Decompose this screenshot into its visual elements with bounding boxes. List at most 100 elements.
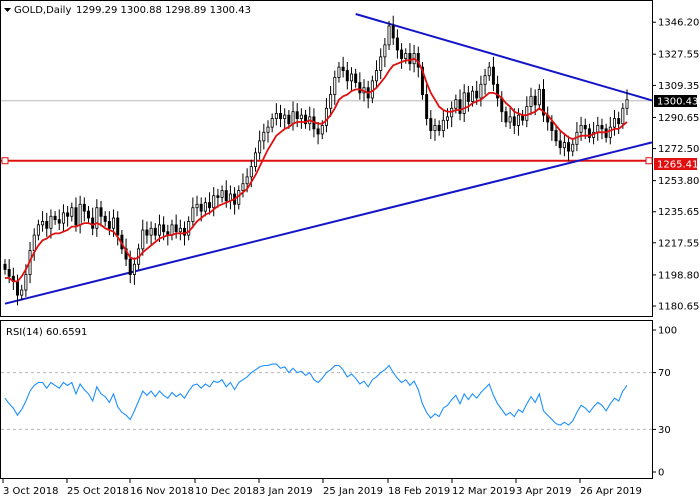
candle-body-bear xyxy=(208,202,212,209)
descending-trendline[interactable] xyxy=(355,13,653,102)
date-axis-label: 18 Feb 2019 xyxy=(388,486,450,497)
candle-body-bear xyxy=(174,224,178,233)
support-price-tag xyxy=(654,158,697,170)
candle xyxy=(157,214,161,242)
candle-body-bull xyxy=(529,95,533,107)
current-price-tag xyxy=(654,95,697,107)
candle xyxy=(395,29,399,59)
candle-body-bull xyxy=(178,227,182,233)
support-line-handle[interactable] xyxy=(645,157,653,165)
candle xyxy=(145,221,149,244)
candle xyxy=(333,70,337,105)
candle-body-bull xyxy=(241,183,245,191)
candle-body-bull xyxy=(333,77,337,95)
candle xyxy=(220,185,224,203)
date-axis-label: 12 Mar 2019 xyxy=(452,486,515,497)
candle xyxy=(400,43,404,69)
candle xyxy=(103,211,107,227)
candle xyxy=(345,62,349,90)
candle xyxy=(571,139,575,157)
candle-body-bull xyxy=(20,289,24,296)
candle-body-bear xyxy=(475,90,479,99)
candle xyxy=(529,87,533,116)
candle-body-bull xyxy=(258,140,262,154)
candle-body-bull xyxy=(36,224,40,236)
candle-body-bear xyxy=(429,118,433,131)
candle-body-bear xyxy=(345,70,349,82)
candle xyxy=(324,98,328,133)
candle xyxy=(358,72,362,100)
candle-body-bear xyxy=(107,221,111,229)
candle-body-bear xyxy=(567,142,571,152)
candle-body-bear xyxy=(16,281,20,296)
date-axis-label: 3 Oct 2018 xyxy=(3,486,58,497)
date-axis-label: 16 Nov 2018 xyxy=(130,486,194,497)
candle xyxy=(99,200,103,227)
candle-body-bear xyxy=(103,215,107,222)
candle-body-bear xyxy=(162,224,166,233)
symbol-label: GOLD,Daily xyxy=(14,5,71,16)
candle xyxy=(149,221,153,246)
candle xyxy=(408,43,412,71)
candle-body-bear xyxy=(82,203,86,212)
candle-body-bear xyxy=(145,229,149,236)
candle xyxy=(57,209,61,230)
candle xyxy=(187,216,191,241)
candle-body-bull xyxy=(471,90,475,102)
candle-body-bull xyxy=(562,142,566,149)
rsi-axis-label: 0 xyxy=(658,468,664,479)
candle xyxy=(82,197,86,222)
candle xyxy=(391,15,395,45)
candle xyxy=(61,204,65,232)
candle xyxy=(203,197,207,217)
date-axis-label: 3 Jan 2019 xyxy=(259,486,313,497)
candle-body-bear xyxy=(316,128,320,135)
date-axis-label: 10 Dec 2018 xyxy=(195,486,259,497)
candle xyxy=(178,219,182,241)
current-price-label: 1300.43 xyxy=(657,97,698,108)
candle-body-bull xyxy=(291,111,295,125)
candle-body-bear xyxy=(91,217,95,229)
candle xyxy=(483,68,487,95)
candle-body-bull xyxy=(608,126,612,138)
price-axis-label: 1290.65 xyxy=(658,113,699,124)
candle-body-bull xyxy=(621,107,625,125)
date-axis-label: 25 Jan 2019 xyxy=(323,486,383,497)
candle-body-bull xyxy=(579,125,583,133)
support-line-handle[interactable] xyxy=(1,157,9,165)
candle-body-bear xyxy=(533,95,537,106)
candle xyxy=(425,84,429,126)
symbol-dropdown-icon[interactable] xyxy=(4,8,11,12)
ascending-trendline[interactable] xyxy=(4,141,653,305)
date-axis-label: 3 Apr 2019 xyxy=(516,486,571,497)
price-axis-label: 1235.65 xyxy=(658,207,699,218)
candle xyxy=(95,199,99,237)
candle-body-bull xyxy=(375,70,379,82)
candle xyxy=(70,202,74,222)
candle xyxy=(295,103,299,128)
candle-body-bull xyxy=(249,166,253,178)
candle xyxy=(153,223,157,241)
rsi-axis-label: 100 xyxy=(658,326,677,337)
candle-body-bear xyxy=(600,125,604,130)
candle xyxy=(279,104,283,128)
candle xyxy=(379,48,383,80)
candle-body-bear xyxy=(617,118,621,125)
candle-body-bear xyxy=(466,92,470,102)
candle xyxy=(262,123,266,150)
price-axis-label: 1327.55 xyxy=(658,50,699,61)
candle-body-bull xyxy=(170,224,174,236)
candle xyxy=(354,68,358,88)
candle xyxy=(437,120,441,136)
candle-body-bear xyxy=(341,66,345,71)
candle xyxy=(3,259,7,275)
candle-body-bull xyxy=(479,83,483,99)
candle xyxy=(212,187,216,217)
price-axis-label: 1217.55 xyxy=(658,238,699,249)
price-axis-label: 1272.50 xyxy=(658,144,699,155)
candle xyxy=(504,106,508,128)
rsi-line xyxy=(4,363,628,426)
candle-body-bear xyxy=(437,125,441,131)
candle-body-bull xyxy=(274,113,278,119)
candle xyxy=(216,188,220,208)
